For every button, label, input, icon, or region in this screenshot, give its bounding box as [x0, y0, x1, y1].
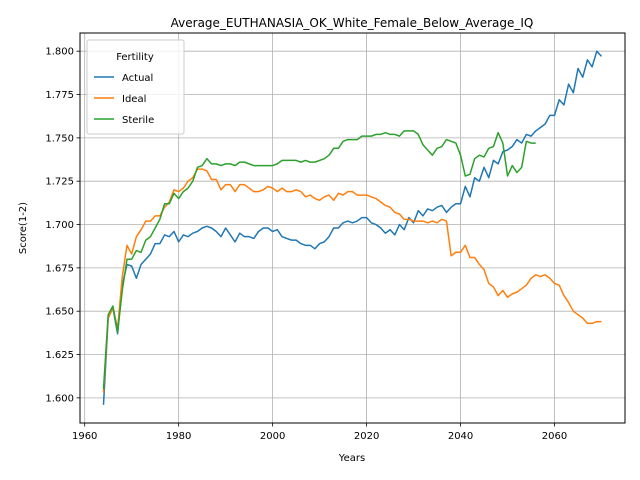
legend-items: Actual Ideal Sterile — [94, 73, 154, 126]
y-tick-label: 1.625 — [45, 350, 74, 361]
y-tick-label: 1.700 — [45, 220, 74, 231]
x-axis-label: Years — [338, 453, 365, 464]
plot-frame — [79, 32, 626, 424]
legend-box — [86, 39, 185, 135]
x-tick-label: 2020 — [354, 431, 379, 442]
series-line-sterile — [102, 130, 536, 390]
x-tick-label: 1980 — [166, 431, 191, 442]
legend-title: Fertility — [116, 52, 154, 63]
series-layer — [102, 50, 603, 405]
y-tick-label: 1.775 — [45, 90, 74, 101]
series-line-ideal — [102, 168, 602, 393]
x-tick-label: 2040 — [448, 431, 473, 442]
y-tick-label: 1.675 — [45, 263, 74, 274]
y-tick-label: 1.600 — [45, 393, 74, 404]
x-tick-label: 2000 — [260, 431, 285, 442]
y-tick-label: 1.800 — [45, 47, 74, 58]
legend-label-sterile: Sterile — [122, 115, 154, 126]
y-tick-label: 1.650 — [45, 307, 74, 318]
x-tick-label: 1960 — [72, 431, 97, 442]
x-axis-ticks: 1960 1980 2000 2020 2040 2060 — [72, 423, 567, 442]
legend-label-ideal: Ideal — [122, 94, 146, 105]
y-tick-label: 1.725 — [45, 177, 74, 188]
series-line-actual — [102, 50, 603, 405]
y-tick-label: 1.750 — [45, 133, 74, 144]
x-tick-label: 2060 — [542, 431, 567, 442]
legend: Fertility Actual Ideal Sterile — [86, 39, 185, 135]
chart-title: Average_EUTHANASIA_OK_White_Female_Below… — [171, 16, 534, 30]
legend-label-actual: Actual — [122, 73, 153, 84]
grid-lines — [80, 33, 625, 423]
y-axis-ticks: 1.600 1.625 1.650 1.675 1.700 1.725 1.750 1.775… — [45, 47, 80, 404]
y-axis-label: Score(1-2) — [18, 202, 29, 254]
